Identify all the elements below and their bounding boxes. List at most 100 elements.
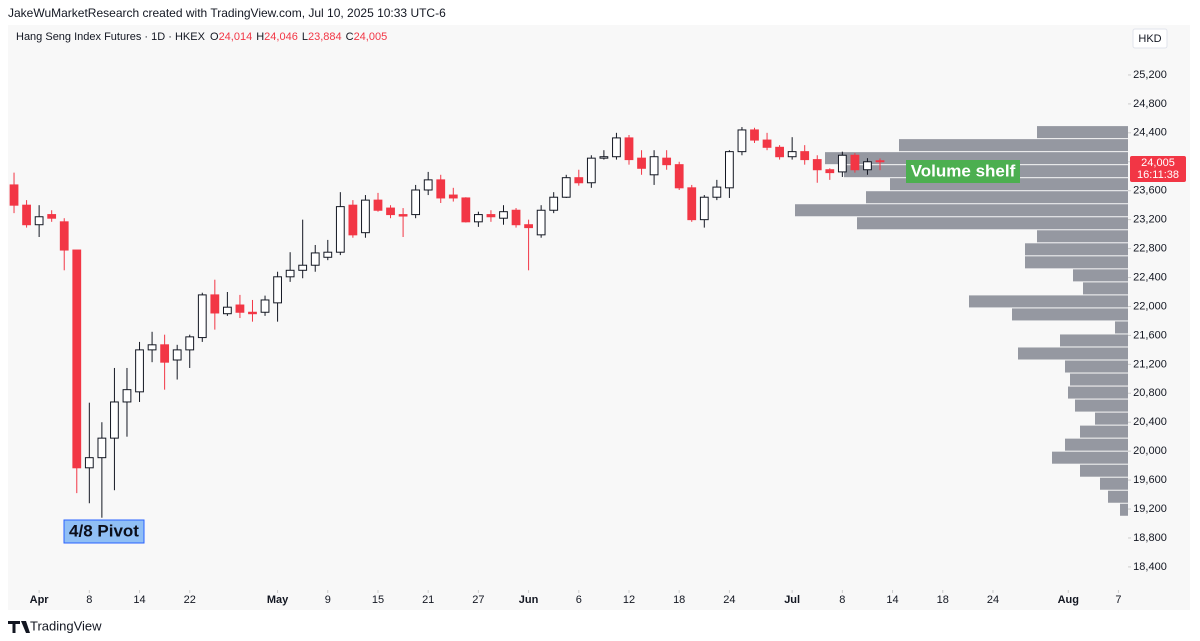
x-tick-label: 8 bbox=[839, 594, 845, 606]
legend-value: 24,005 bbox=[353, 31, 388, 43]
candle-body bbox=[536, 209, 546, 236]
y-tick-label: 19,600 bbox=[1133, 474, 1167, 486]
annotation: Volume shelf bbox=[911, 161, 1016, 180]
candle-body bbox=[47, 214, 57, 219]
volume-bar bbox=[1018, 347, 1128, 360]
volume-bar bbox=[1037, 126, 1128, 139]
x-tick-label: Apr bbox=[30, 594, 50, 606]
volume-bar bbox=[1073, 269, 1128, 282]
candle-body bbox=[561, 177, 571, 198]
candle-body bbox=[624, 137, 634, 161]
candle-body bbox=[486, 214, 496, 218]
y-tick-label: 24,800 bbox=[1133, 98, 1167, 110]
candle-body bbox=[9, 184, 19, 206]
candle-body bbox=[97, 437, 107, 459]
legend-values: O24,014 H24,046 L23,884 C24,005 bbox=[208, 31, 387, 43]
candle-body bbox=[687, 187, 697, 221]
candle-body bbox=[34, 216, 44, 226]
candle-body bbox=[197, 294, 207, 339]
candle-body bbox=[147, 344, 157, 351]
candle-body bbox=[875, 160, 885, 163]
candle-body bbox=[825, 169, 835, 174]
legend-value: 24,046 bbox=[264, 31, 298, 43]
x-tick-label: May bbox=[267, 594, 289, 606]
candle-body bbox=[549, 196, 559, 211]
candle-body bbox=[110, 401, 119, 439]
x-tick-label: 12 bbox=[623, 594, 635, 606]
x-tick-label: Jul bbox=[784, 594, 800, 606]
candle-body bbox=[248, 311, 257, 315]
x-tick-label: 14 bbox=[133, 594, 145, 606]
candle-body bbox=[837, 154, 847, 173]
volume-bar bbox=[1083, 282, 1128, 295]
candle-body bbox=[273, 276, 282, 304]
volume-bar bbox=[1080, 464, 1128, 477]
candle-body bbox=[172, 349, 182, 361]
x-tick-label: 14 bbox=[886, 594, 898, 606]
volume-bar bbox=[1065, 360, 1128, 373]
volume-bar bbox=[1100, 477, 1128, 490]
candle-body bbox=[637, 157, 646, 169]
volume-bar bbox=[857, 217, 1128, 230]
volume-bar bbox=[1052, 451, 1128, 464]
candle-body bbox=[812, 159, 822, 171]
volume-bar bbox=[825, 152, 1128, 165]
annotation-box bbox=[63, 519, 145, 544]
x-tick-label: 24 bbox=[723, 594, 735, 606]
candle-body bbox=[674, 164, 684, 189]
x-tick-label: 18 bbox=[673, 594, 685, 606]
y-tick-label: 21,200 bbox=[1133, 358, 1167, 370]
credit: JakeWuMarketResearch created with Tradin… bbox=[8, 6, 446, 20]
legend-key: C bbox=[345, 31, 354, 43]
y-tick-label: 18,400 bbox=[1133, 561, 1167, 573]
x-tick-label: 22 bbox=[184, 594, 196, 606]
candle-body bbox=[348, 204, 358, 236]
x-tick-label: Jun bbox=[519, 594, 539, 606]
y-tick-label: 22,400 bbox=[1133, 271, 1167, 283]
candle-body bbox=[222, 306, 232, 315]
volume-bar bbox=[1120, 503, 1128, 516]
candle-body bbox=[298, 264, 308, 271]
candle-body bbox=[423, 179, 433, 191]
x-tick-label: 8 bbox=[86, 594, 92, 606]
currency: HKD bbox=[1138, 33, 1161, 45]
candle-body bbox=[863, 161, 872, 171]
x-tick-label: 6 bbox=[576, 594, 582, 606]
y-tick-label: 18,800 bbox=[1133, 532, 1167, 544]
volume-bar bbox=[1065, 438, 1128, 451]
candle-body bbox=[122, 389, 132, 403]
x-tick-label: Aug bbox=[1058, 594, 1079, 606]
candle-body bbox=[800, 151, 810, 161]
candle-body bbox=[586, 157, 596, 184]
price-tag-countdown: 16:11:38 bbox=[1137, 169, 1179, 181]
x-tick-label: 18 bbox=[937, 594, 949, 606]
price-tag bbox=[1130, 156, 1186, 182]
volume-bar bbox=[1060, 334, 1128, 347]
volume-bar bbox=[969, 295, 1128, 308]
candle-body bbox=[185, 336, 195, 351]
candle-body bbox=[386, 207, 395, 216]
candle-body bbox=[599, 156, 609, 159]
x-tick-label: 24 bbox=[987, 594, 999, 606]
candle-body bbox=[160, 344, 170, 363]
candle-body bbox=[612, 137, 621, 158]
x-tick-label: 21 bbox=[422, 594, 434, 606]
candle-body bbox=[373, 199, 383, 211]
y-tick-label: 23,600 bbox=[1133, 185, 1167, 197]
candle-body bbox=[511, 209, 521, 226]
candle-body bbox=[775, 146, 784, 158]
logo bbox=[8, 621, 30, 633]
candle-body bbox=[335, 206, 345, 253]
y-tick-label: 25,200 bbox=[1133, 69, 1167, 81]
volume-bar bbox=[1115, 321, 1128, 334]
y-tick-label: 20,000 bbox=[1133, 445, 1167, 457]
candle-body bbox=[398, 214, 408, 217]
currency-box bbox=[1132, 28, 1168, 49]
candle-body bbox=[411, 189, 421, 216]
candle-body bbox=[699, 196, 709, 221]
candle-body bbox=[725, 151, 734, 189]
candle-body bbox=[361, 199, 370, 234]
candle-body bbox=[574, 177, 584, 184]
volume-bar bbox=[1070, 373, 1128, 386]
volume-bar bbox=[1080, 425, 1128, 438]
